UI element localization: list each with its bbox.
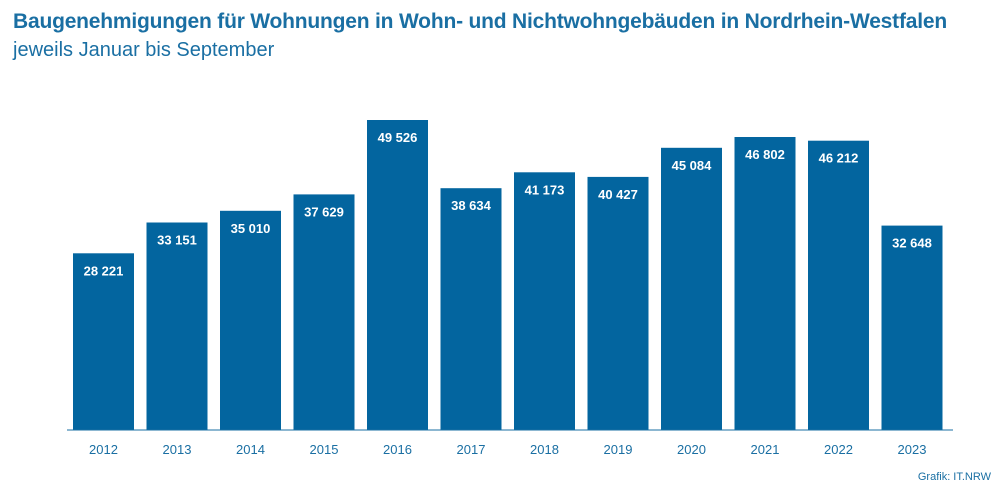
bar-2012	[73, 253, 134, 430]
bar-2014	[220, 210, 281, 430]
bar-value-label-2022: 46 212	[819, 151, 859, 166]
x-tick-label-2014: 2014	[236, 442, 265, 457]
x-tick-label-2017: 2017	[457, 442, 486, 457]
bar-2013	[146, 222, 208, 430]
bar-value-label-2015: 37 629	[304, 204, 344, 219]
x-tick-label-2020: 2020	[677, 442, 706, 457]
x-tick-label-2023: 2023	[898, 442, 927, 457]
bar-2023	[881, 225, 943, 430]
x-axis-tick-labels: 2012 2013 2014 2015 2016 2017 2018 2019 2020 2021…	[89, 442, 926, 457]
bar-value-label-2018: 41 173	[525, 182, 565, 197]
bar-2021	[734, 137, 796, 430]
bar-2016	[367, 120, 428, 430]
bar-2022	[808, 140, 869, 430]
bar-value-label-2014: 35 010	[231, 221, 271, 236]
x-tick-label-2016: 2016	[383, 442, 412, 457]
bar-2020	[661, 147, 722, 431]
x-tick-label-2022: 2022	[824, 442, 853, 457]
chart-title: Baugenehmigungen für Wohnungen in Wohn- …	[13, 10, 947, 33]
bar-value-label-2023: 32 648	[892, 236, 932, 251]
bar-2015	[293, 194, 355, 430]
x-tick-label-2015: 2015	[310, 442, 339, 457]
bar-value-label-2021: 46 802	[745, 147, 785, 162]
source-credit: Grafik: IT.NRW	[917, 471, 991, 483]
x-tick-label-2019: 2019	[604, 442, 633, 457]
bar-value-label-2019: 40 427	[598, 187, 638, 202]
bar-value-label-2013: 33 151	[157, 233, 197, 248]
bar-value-label-2012: 28 221	[84, 263, 124, 278]
bar-2018	[514, 172, 575, 431]
x-tick-label-2018: 2018	[530, 442, 559, 457]
x-tick-label-2013: 2013	[163, 442, 192, 457]
bar-value-label-2016: 49 526	[378, 130, 418, 145]
x-tick-label-2021: 2021	[751, 442, 780, 457]
bar-value-label-2017: 38 634	[451, 198, 492, 213]
bar-2019	[587, 176, 649, 430]
bars-group: 28 221 33 151 35 010 37 629 49 526 38 634 41 1…	[73, 120, 943, 431]
x-tick-label-2012: 2012	[89, 442, 118, 457]
bar-2017	[440, 188, 502, 430]
bar-value-label-2020: 45 084	[672, 158, 713, 173]
chart-subtitle: jeweils Januar bis September	[13, 39, 275, 61]
